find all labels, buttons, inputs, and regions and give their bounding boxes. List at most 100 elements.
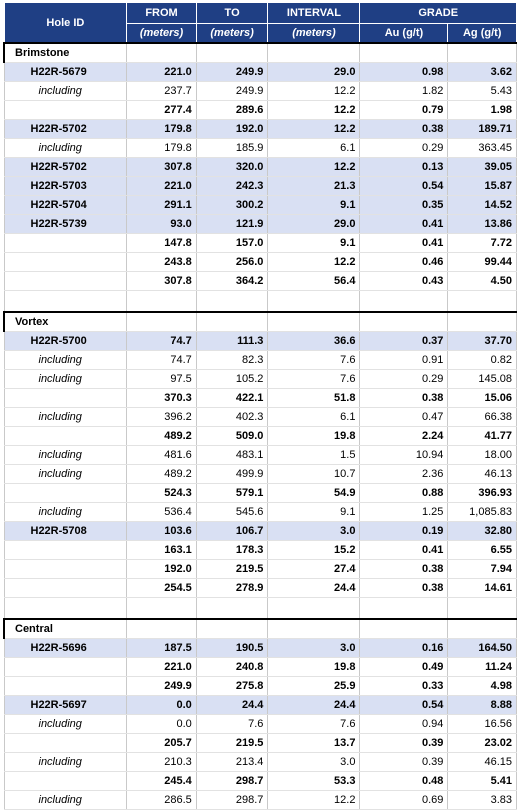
- table-row: 221.0 240.8 19.8 0.49 11.24: [3, 657, 517, 677]
- section-header-row: Brimstone: [3, 42, 517, 63]
- table-row: 163.1 178.3 15.2 0.41 6.55: [3, 540, 517, 560]
- to-cell: 499.9: [196, 464, 269, 484]
- to-cell: 298.7: [196, 790, 269, 810]
- au-cell: 0.38: [359, 388, 449, 408]
- table-row: 147.8 157.0 9.1 0.41 7.72: [3, 233, 517, 253]
- section-empty-cell: [447, 311, 517, 332]
- ag-cell: 4.98: [447, 676, 517, 696]
- to-cell: 242.3: [196, 176, 269, 196]
- from-cell: 286.5: [126, 790, 197, 810]
- au-cell: 0.38: [359, 559, 449, 579]
- hole-id-cell: [3, 733, 128, 753]
- to-cell: 240.8: [196, 657, 269, 677]
- interval-cell: 9.1: [267, 502, 361, 522]
- to-cell: 579.1: [196, 483, 269, 503]
- hole-id-cell: [3, 483, 128, 503]
- to-cell: 278.9: [196, 578, 269, 598]
- ag-cell: 37.70: [447, 331, 517, 351]
- to-cell: 289.6: [196, 100, 269, 120]
- hole-id-cell: H22R-5702: [3, 119, 128, 139]
- section-empty-cell: [126, 618, 197, 639]
- table-row: 307.8 364.2 56.4 0.43 4.50: [3, 271, 517, 291]
- interval-cell: 12.2: [267, 157, 361, 177]
- from-cell: 163.1: [126, 540, 197, 560]
- to-cell: 422.1: [196, 388, 269, 408]
- from-cell: 249.9: [126, 676, 197, 696]
- to-cell: 157.0: [196, 233, 269, 253]
- section-header-row: Vortex: [3, 311, 517, 332]
- interval-cell: 12.2: [267, 81, 361, 101]
- to-cell: 256.0: [196, 252, 269, 272]
- section-empty-cell: [267, 618, 361, 639]
- to-cell: 275.8: [196, 676, 269, 696]
- ag-cell: 46.13: [447, 464, 517, 484]
- section-empty-cell: [359, 42, 449, 63]
- au-cell: 0.46: [359, 252, 449, 272]
- interval-cell: 27.4: [267, 559, 361, 579]
- to-cell: 105.2: [196, 369, 269, 389]
- from-cell: 254.5: [126, 578, 197, 598]
- hole-id-cell: H22R-5702: [3, 157, 128, 177]
- to-cell: 213.4: [196, 752, 269, 772]
- table-row: 524.3 579.1 54.9 0.88 396.93: [3, 483, 517, 503]
- hole-id-cell: [3, 426, 128, 446]
- from-cell: 179.8: [126, 138, 197, 158]
- to-cell: 219.5: [196, 733, 269, 753]
- interval-cell: 29.0: [267, 214, 361, 234]
- table-row: including 489.2 499.9 10.7 2.36 46.13: [3, 464, 517, 484]
- table-row: 205.7 219.5 13.7 0.39 23.02: [3, 733, 517, 753]
- spacer-cell: [359, 597, 449, 620]
- au-cell: 0.39: [359, 733, 449, 753]
- hole-id-cell: [3, 100, 128, 120]
- ag-cell: 14.61: [447, 578, 517, 598]
- hole-id-cell: [3, 578, 128, 598]
- ag-cell: 18.00: [447, 445, 517, 465]
- table-row: including 536.4 545.6 9.1 1.25 1,085.83: [3, 502, 517, 522]
- au-cell: 0.49: [359, 657, 449, 677]
- interval-header: INTERVAL: [267, 2, 361, 24]
- section-empty-cell: [447, 42, 517, 63]
- interval-cell: 21.3: [267, 176, 361, 196]
- hole-id-cell: including: [3, 407, 128, 427]
- from-cell: 245.4: [126, 771, 197, 791]
- section-empty-cell: [126, 42, 197, 63]
- hole-id-cell: H22R-5697: [3, 695, 128, 715]
- table-row: including 237.7 249.9 12.2 1.82 5.43: [3, 81, 517, 101]
- interval-cell: 12.2: [267, 252, 361, 272]
- table-body: Brimstone H22R-5679 221.0 249.9 29.0 0.98 3.62…: [3, 42, 517, 810]
- hole-id-cell: [3, 676, 128, 696]
- hole-id-cell: [3, 271, 128, 291]
- hole-id-header: Hole ID: [3, 2, 128, 44]
- grade-header: GRADE: [359, 2, 517, 24]
- from-cell: 489.2: [126, 426, 197, 446]
- ag-cell: 14.52: [447, 195, 517, 215]
- au-cell: 1.25: [359, 502, 449, 522]
- section-empty-cell: [447, 618, 517, 639]
- spacer-cell: [447, 597, 517, 620]
- from-cell: 536.4: [126, 502, 197, 522]
- hole-id-cell: including: [3, 350, 128, 370]
- hole-id-cell: including: [3, 138, 128, 158]
- table-row: including 179.8 185.9 6.1 0.29 363.45: [3, 138, 517, 158]
- interval-cell: 12.2: [267, 790, 361, 810]
- au-cell: 10.94: [359, 445, 449, 465]
- interval-cell: 7.6: [267, 714, 361, 734]
- ag-cell: 46.15: [447, 752, 517, 772]
- table-row: H22R-5704 291.1 300.2 9.1 0.35 14.52: [3, 195, 517, 215]
- section-empty-cell: [126, 311, 197, 332]
- ag-cell: 7.72: [447, 233, 517, 253]
- hole-id-cell: [3, 540, 128, 560]
- from-cell: 0.0: [126, 714, 197, 734]
- table-row: H22R-5702 307.8 320.0 12.2 0.13 39.05: [3, 157, 517, 177]
- table-row: including 0.0 7.6 7.6 0.94 16.56: [3, 714, 517, 734]
- spacer-row: [3, 597, 517, 620]
- ag-cell: 164.50: [447, 638, 517, 658]
- interval-cell: 12.2: [267, 119, 361, 139]
- hole-id-cell: H22R-5708: [3, 521, 128, 541]
- ag-cell: 13.86: [447, 214, 517, 234]
- table-row: 243.8 256.0 12.2 0.46 99.44: [3, 252, 517, 272]
- hole-id-cell: [3, 559, 128, 579]
- ag-cell: 11.24: [447, 657, 517, 677]
- hole-id-cell: [3, 657, 128, 677]
- from-cell: 237.7: [126, 81, 197, 101]
